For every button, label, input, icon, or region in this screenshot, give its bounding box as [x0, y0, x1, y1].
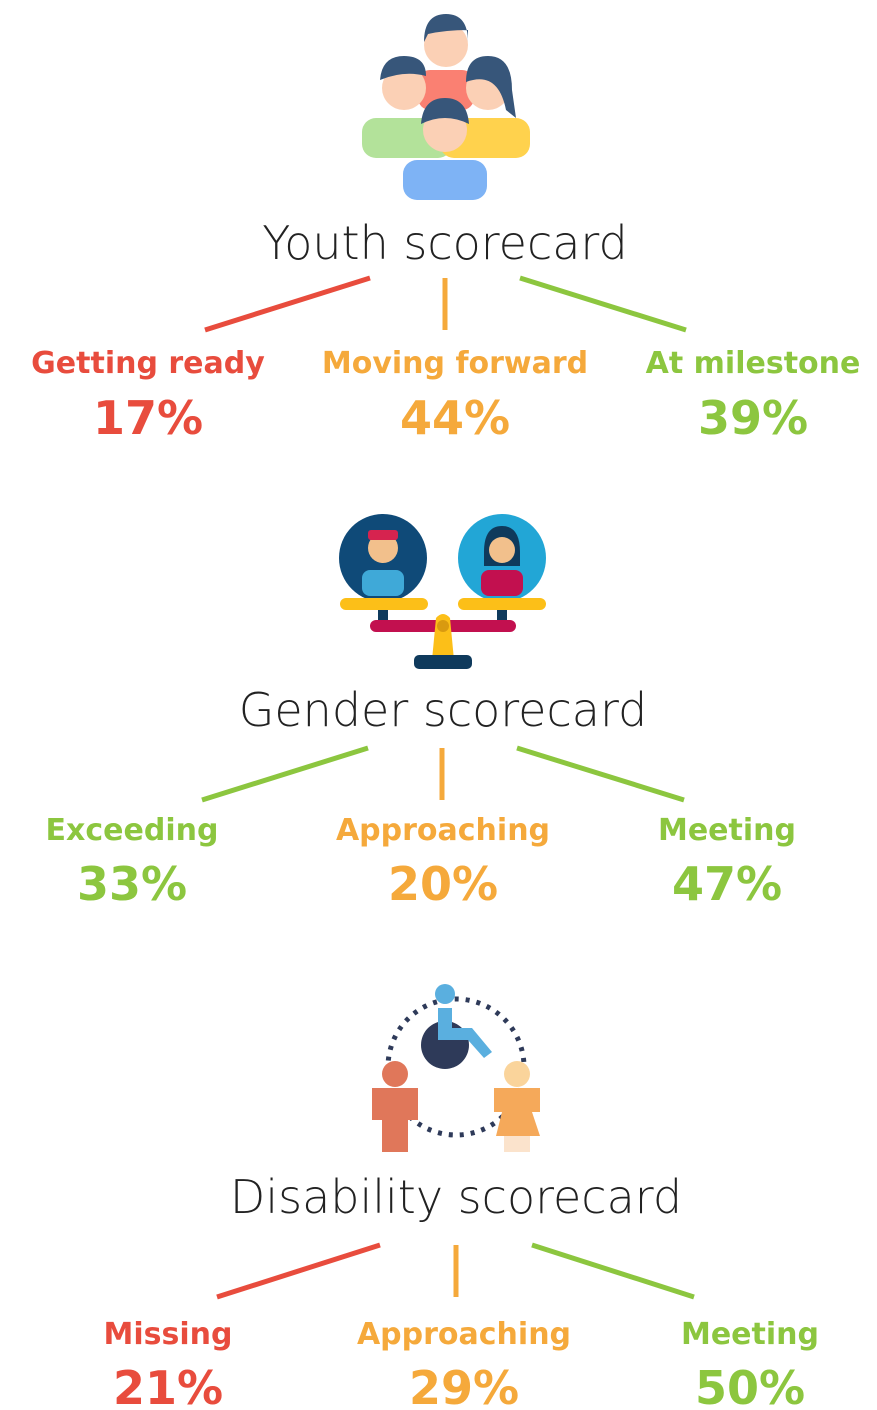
connector	[205, 278, 370, 330]
item-label: Moving forward	[322, 346, 588, 381]
connector	[202, 748, 368, 800]
item-label: At milestone	[646, 346, 861, 381]
item-label: Exceeding	[46, 813, 219, 848]
item-label: Meeting	[658, 813, 796, 848]
scorecard-title: Youth scorecard	[262, 216, 627, 270]
item-value: 20%	[388, 857, 498, 911]
item-value: 47%	[672, 857, 782, 911]
item-label: Missing	[104, 1317, 233, 1352]
youth-icon	[362, 14, 530, 200]
connector	[532, 1245, 694, 1297]
infographic: Youth scorecard Getting ready 17% Moving fo…	[0, 0, 877, 1410]
item-label: Meeting	[681, 1317, 819, 1352]
item-value: 44%	[400, 391, 510, 445]
item-value: 39%	[698, 391, 808, 445]
item-value: 17%	[93, 391, 203, 445]
body: Youth scorecard Getting ready 17% Moving fo…	[0, 0, 877, 1410]
item-value: 50%	[695, 1361, 805, 1410]
connector	[517, 748, 684, 800]
item-label: Approaching	[357, 1317, 571, 1352]
connector	[217, 1245, 380, 1297]
item-value: 29%	[409, 1361, 519, 1410]
connector	[520, 278, 686, 330]
item-label: Approaching	[336, 813, 550, 848]
gender-icon	[339, 514, 546, 669]
page: Scorecards {"scorecards": [ {"title": "Y…	[0, 0, 877, 1410]
scorecard-title: Disability scorecard	[230, 1170, 682, 1224]
item-label: Getting ready	[31, 346, 265, 381]
scorecard-title: Gender scorecard	[239, 683, 648, 737]
item-value: 33%	[77, 857, 187, 911]
disability-icon	[372, 984, 540, 1152]
item-value: 21%	[113, 1361, 223, 1410]
